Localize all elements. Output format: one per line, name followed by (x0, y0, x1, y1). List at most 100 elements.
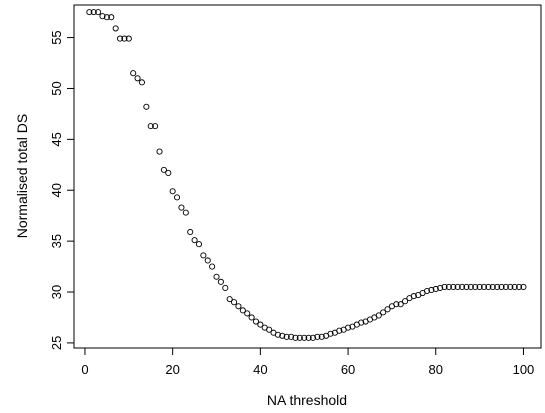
data-point (165, 169, 172, 176)
data-point (393, 301, 400, 308)
data-point (472, 283, 479, 290)
data-point (274, 331, 281, 338)
data-point (336, 327, 343, 334)
x-tick-label: 20 (165, 362, 179, 377)
data-point (380, 309, 387, 316)
x-axis: 0 20 40 60 80 100 (81, 347, 535, 377)
data-point (86, 9, 93, 16)
y-axis: 25 30 35 40 45 50 55 (49, 30, 75, 350)
y-tick-label: 50 (49, 81, 64, 95)
data-point (485, 283, 492, 290)
data-point (134, 75, 141, 82)
data-point (178, 204, 185, 211)
data-point (507, 283, 514, 290)
x-tick-label: 100 (513, 362, 535, 377)
y-axis-title: Normalised total DS (14, 114, 30, 239)
data-point (187, 228, 194, 236)
data-point (252, 318, 260, 325)
data-point (358, 319, 365, 326)
data-point (423, 287, 431, 295)
data-point (147, 123, 154, 130)
data-point (375, 312, 382, 319)
data-point (231, 299, 238, 306)
data-point (489, 283, 496, 290)
data-point (402, 298, 409, 305)
data-point (173, 194, 181, 201)
data-point (116, 35, 124, 42)
data-point (498, 283, 505, 290)
data-point (327, 330, 334, 337)
x-tick-label: 0 (81, 362, 88, 377)
data-point (90, 9, 97, 16)
data-point (266, 326, 273, 333)
data-points (86, 9, 527, 341)
data-point (305, 334, 312, 341)
data-point (195, 241, 203, 248)
data-point (459, 283, 466, 290)
data-point (309, 334, 317, 341)
x-tick-label: 60 (341, 362, 355, 377)
data-point (345, 324, 352, 331)
data-point (511, 283, 518, 290)
data-point (467, 283, 474, 290)
y-tick-label: 25 (49, 336, 64, 350)
data-point (292, 334, 299, 341)
y-tick-label: 30 (49, 285, 64, 299)
data-point (99, 13, 106, 20)
data-point (103, 14, 110, 21)
data-point (112, 25, 119, 32)
data-point (480, 283, 488, 290)
data-point (156, 148, 163, 155)
y-tick-label: 55 (49, 30, 64, 44)
data-point (235, 303, 242, 310)
data-point (296, 334, 303, 341)
data-point (152, 123, 159, 130)
data-point (314, 333, 321, 340)
data-point (397, 301, 404, 308)
data-point (222, 284, 229, 291)
data-point (257, 321, 264, 328)
data-point (463, 283, 470, 290)
data-point (288, 333, 295, 340)
data-point (283, 333, 290, 340)
data-point (494, 283, 501, 290)
data-point (318, 333, 325, 340)
data-point (121, 35, 128, 42)
data-point (239, 307, 246, 314)
data-point (204, 257, 211, 264)
data-point (301, 334, 308, 341)
data-point (143, 103, 150, 110)
data-point (441, 283, 448, 290)
data-point (138, 79, 146, 86)
data-point (209, 263, 216, 270)
data-point (125, 35, 132, 42)
data-point (191, 237, 198, 244)
data-point (244, 310, 251, 317)
data-point (410, 293, 417, 300)
data-point (248, 314, 255, 321)
data-point (213, 273, 220, 280)
x-tick-label: 40 (253, 362, 267, 377)
data-point (454, 283, 461, 290)
data-point (437, 284, 444, 291)
data-point (182, 209, 189, 216)
data-point (108, 14, 115, 21)
data-point (516, 283, 523, 290)
y-tick-label: 40 (49, 183, 64, 197)
data-point (130, 70, 137, 77)
data-point (384, 306, 391, 313)
data-point (279, 332, 286, 339)
data-point (226, 296, 233, 303)
x-tick-label: 80 (429, 362, 443, 377)
y-tick-label: 35 (49, 234, 64, 248)
plot-frame (73, 4, 542, 349)
data-point (432, 285, 439, 293)
data-point (476, 283, 483, 290)
data-point (217, 278, 224, 285)
y-tick-label: 45 (49, 132, 64, 146)
data-point (169, 188, 176, 195)
x-axis-title: NA threshold (267, 392, 347, 408)
data-point (450, 283, 457, 290)
data-point (428, 286, 435, 294)
